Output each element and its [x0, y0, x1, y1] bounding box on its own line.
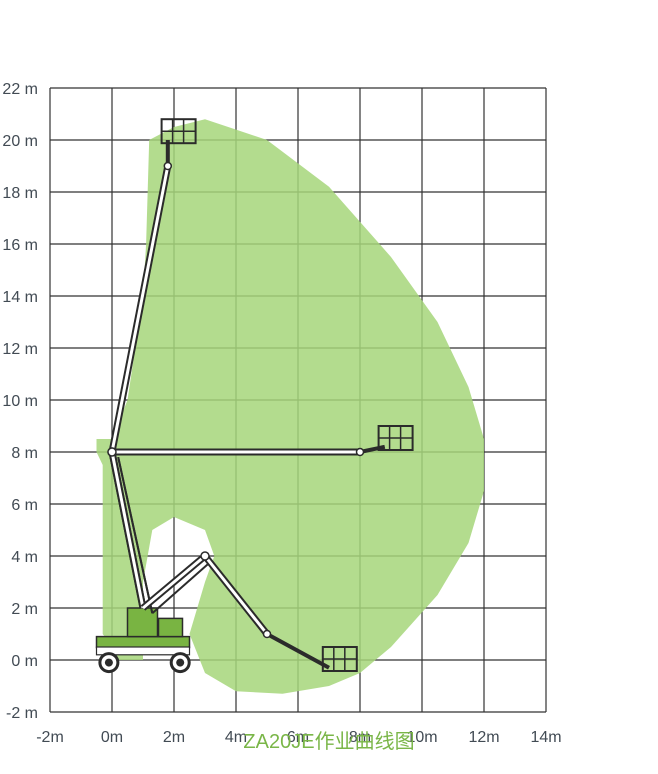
range-chart: -2 m 0 m 2 m 4 m 6 m 8 m 10 m 12 m 14 m 16 m 18 m 2… — [0, 0, 658, 774]
svg-text:0 m: 0 m — [11, 653, 38, 670]
svg-text:10 m: 10 m — [2, 393, 38, 410]
chart-svg: -2 m 0 m 2 m 4 m 6 m 8 m 10 m 12 m 14 m 16 m 18 m 2… — [0, 0, 658, 774]
caption-text: ZA20JE作业曲线图 — [243, 731, 414, 753]
svg-text:22 m: 22 m — [2, 81, 38, 98]
svg-text:12 m: 12 m — [2, 341, 38, 358]
svg-text:4 m: 4 m — [11, 549, 38, 566]
svg-text:8 m: 8 m — [11, 445, 38, 462]
svg-text:14 m: 14 m — [2, 289, 38, 306]
chart-caption: ZA20JE作业曲线图 — [0, 725, 658, 754]
svg-text:20 m: 20 m — [2, 133, 38, 150]
svg-text:2 m: 2 m — [11, 601, 38, 618]
svg-text:16 m: 16 m — [2, 237, 38, 254]
svg-text:6 m: 6 m — [11, 497, 38, 514]
svg-text:18 m: 18 m — [2, 185, 38, 202]
svg-text:-2 m: -2 m — [6, 705, 38, 722]
